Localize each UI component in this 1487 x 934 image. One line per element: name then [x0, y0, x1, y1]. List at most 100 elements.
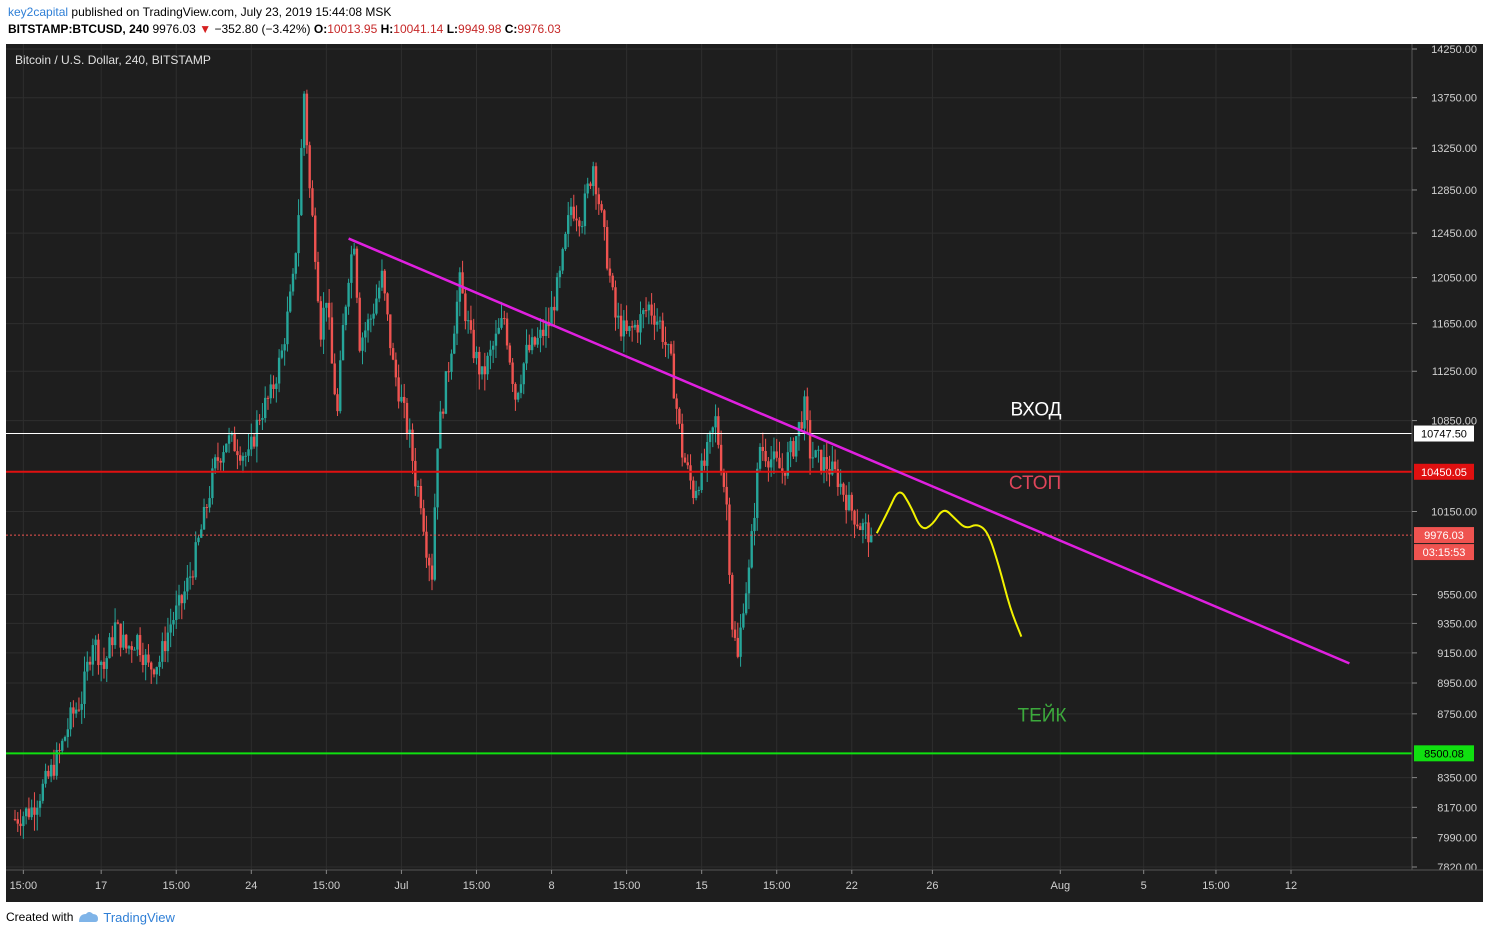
candle-body [389, 314, 392, 349]
candle-body [305, 93, 309, 146]
candle-body [211, 468, 214, 499]
candle-body [44, 770, 47, 784]
candle-body [152, 669, 156, 675]
candle-body [461, 272, 464, 294]
entry-price-badge-label: 10747.50 [1421, 429, 1467, 441]
candle-body [325, 302, 328, 308]
candle-body [186, 577, 189, 592]
candle-body [580, 226, 584, 228]
price-chart[interactable]: Bitcoin / U.S. Dollar, 240, BITSTAMP ВХОД… [6, 44, 1483, 902]
candle-body [202, 507, 206, 530]
candle-body [664, 341, 667, 345]
tradingview-logo-icon [79, 912, 99, 922]
candle-body [150, 662, 153, 670]
candle-body [419, 485, 423, 509]
candle-body [69, 707, 72, 730]
candle-body [466, 320, 470, 322]
candle-body [22, 816, 25, 827]
candle-body [208, 498, 211, 508]
time-tick-label: 17 [95, 880, 107, 892]
candle-body [608, 268, 612, 276]
candle-body [703, 460, 706, 466]
candle-body [347, 282, 350, 307]
price-tick-label: 12450.00 [1431, 228, 1477, 240]
candle-body [769, 459, 773, 468]
candle-body [177, 595, 181, 606]
price-tick-label: 11650.00 [1432, 319, 1477, 331]
candle-body [597, 194, 600, 205]
candle-body [158, 661, 161, 668]
candle-body [681, 423, 684, 458]
time-tick-label: 15:00 [613, 880, 641, 892]
candle-body [400, 396, 403, 402]
time-tick-label: 5 [1141, 880, 1147, 892]
candle-body [141, 655, 145, 666]
candle-body [500, 318, 503, 328]
chart-area[interactable]: Bitcoin / U.S. Dollar, 240, BITSTAMP ВХОД… [6, 44, 1483, 902]
price-tick-label: 8170.00 [1437, 802, 1477, 814]
candle-body [694, 490, 698, 499]
candle-body [216, 457, 220, 461]
candle-body [308, 145, 311, 189]
candle-body [822, 457, 826, 472]
candle-body [503, 318, 506, 320]
time-tick-label: 22 [846, 880, 858, 892]
candle-body [622, 320, 626, 337]
candle-body [800, 422, 803, 429]
author-link[interactable]: key2capital [8, 5, 69, 19]
price-tick-label: 12850.00 [1431, 185, 1477, 197]
candle-body [74, 709, 78, 714]
candle-body [238, 455, 242, 461]
candle-body [341, 325, 345, 361]
time-axis [6, 870, 1483, 902]
candle-body [825, 457, 828, 469]
candle-body [428, 557, 431, 566]
time-tick-label: 15:00 [763, 880, 791, 892]
candle-body [817, 449, 820, 451]
time-tick-label: 12 [1285, 880, 1297, 892]
candle-body [297, 215, 300, 254]
candle-body [333, 363, 336, 395]
candle-body [567, 215, 570, 234]
candle-body [753, 517, 756, 532]
open-value: 10013.95 [327, 22, 378, 36]
candle-body [742, 613, 745, 628]
candle-body [642, 310, 645, 315]
candle-body [789, 441, 792, 453]
time-tick-label: 8 [548, 880, 554, 892]
candle-body [483, 366, 487, 375]
chart-background [6, 44, 1483, 902]
candle-body [172, 620, 175, 625]
candle-body [61, 740, 64, 751]
candle-body [344, 306, 348, 326]
last-price-badge [1414, 527, 1474, 544]
candle-body [41, 783, 44, 801]
price-tick-label: 9150.00 [1437, 648, 1477, 660]
candle-body [778, 457, 781, 469]
countdown-badge [1414, 544, 1474, 561]
candle-body [594, 166, 598, 195]
candle-body [213, 457, 217, 469]
candle-body [441, 411, 445, 414]
candle-body [686, 462, 689, 466]
candle-body [136, 635, 139, 650]
price-tick-label: 7990.00 [1437, 833, 1477, 845]
candle-body [761, 446, 765, 451]
candle-body [377, 287, 381, 299]
candle-body [516, 392, 520, 400]
price-tick-label: 10150.00 [1431, 507, 1477, 519]
tradingview-brand[interactable]: TradingView [103, 909, 175, 925]
candle-body [252, 436, 256, 447]
candle-body [30, 807, 33, 818]
high-value: 10041.14 [393, 22, 444, 36]
candle-body [750, 531, 753, 568]
candle-body [244, 455, 247, 457]
candle-body [689, 465, 692, 481]
candle-body [794, 436, 798, 457]
candle-body [375, 298, 378, 314]
candle-body [188, 576, 192, 578]
candle-body [700, 460, 703, 491]
price-tick-label: 8750.00 [1437, 709, 1477, 721]
candle-body [391, 348, 395, 360]
candle-body [200, 529, 203, 538]
